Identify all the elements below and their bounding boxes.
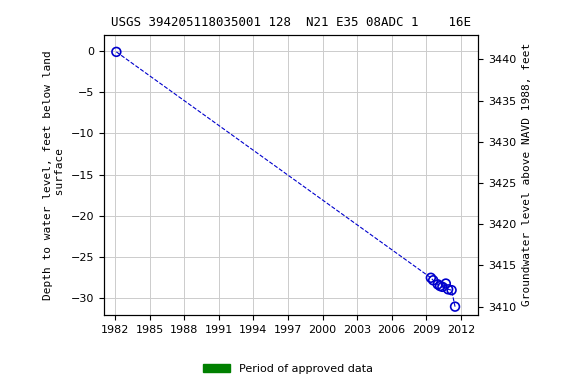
Point bbox=[450, 304, 460, 310]
Point bbox=[112, 49, 121, 55]
Point bbox=[426, 275, 435, 281]
Legend: Period of approved data: Period of approved data bbox=[198, 359, 378, 379]
Point bbox=[447, 287, 456, 293]
Point bbox=[438, 284, 447, 290]
Point bbox=[441, 280, 450, 286]
Y-axis label: Depth to water level, feet below land
 surface: Depth to water level, feet below land su… bbox=[43, 50, 65, 300]
Bar bbox=[432, 316, 461, 321]
Title: USGS 394205118035001 128  N21 E35 08ADC 1    16E: USGS 394205118035001 128 N21 E35 08ADC 1… bbox=[111, 16, 471, 29]
Point bbox=[433, 281, 442, 288]
Bar bbox=[113, 316, 120, 321]
Point bbox=[435, 283, 445, 289]
Y-axis label: Groundwater level above NAVD 1988, feet: Groundwater level above NAVD 1988, feet bbox=[522, 43, 532, 306]
Point bbox=[429, 277, 438, 283]
Point bbox=[444, 286, 453, 292]
